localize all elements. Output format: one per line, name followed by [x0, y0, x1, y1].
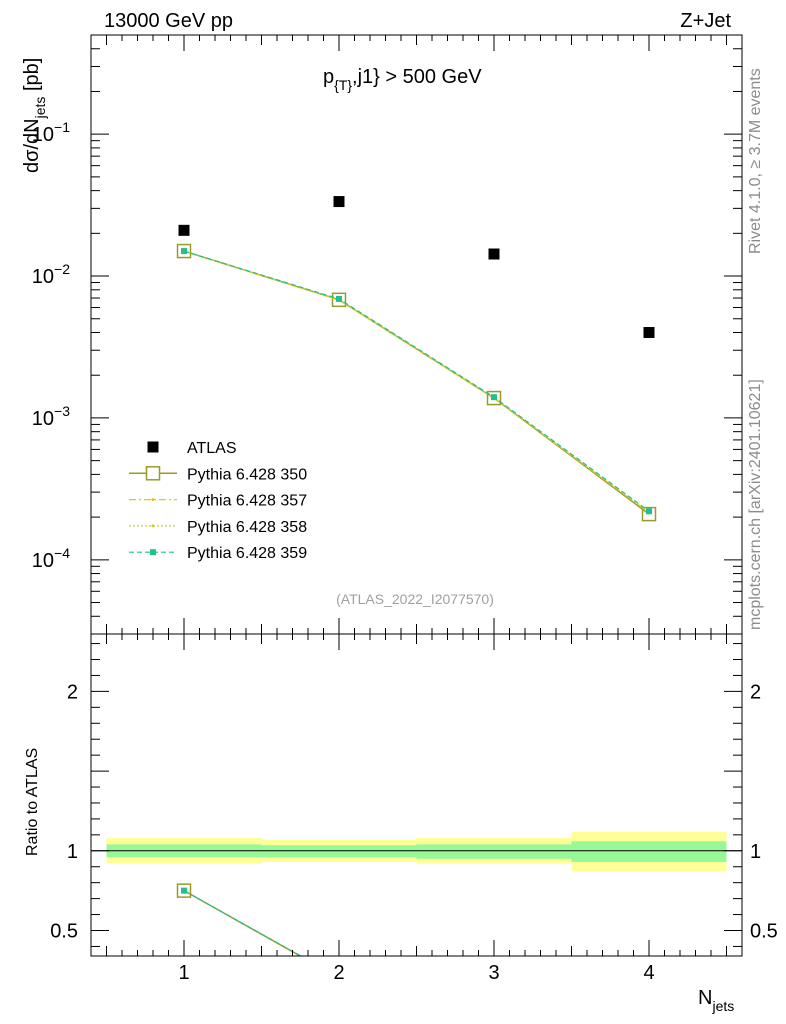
main-series: [176, 196, 657, 522]
header-left: 13000 GeV pp: [104, 10, 233, 32]
main-p359-line: [183, 250, 650, 512]
legend-label-5: Pythia 6.428 359: [187, 545, 307, 562]
legend-label-2: Pythia 6.428 350: [187, 466, 307, 483]
plot-title-main: p: [323, 66, 334, 88]
main-atlas-point-4: [643, 327, 655, 339]
main-p359-marker-4: [646, 508, 652, 515]
legend-label-3: Pythia 6.428 357: [187, 493, 307, 510]
analysis-ref: (ATLAS_2022_I2077570): [336, 591, 494, 607]
x-axis-label-sub: jets: [711, 998, 734, 1014]
ratio-ytick-label-right-1: 0.5: [750, 920, 778, 942]
xtick-label-4: 4: [643, 962, 654, 984]
x-axis-label: Njets: [698, 987, 734, 1014]
legend-p358-marker: [151, 524, 155, 528]
legend-p350-marker: [145, 466, 161, 481]
main-ytick-label-2: 10−2: [32, 261, 70, 288]
main-ylabel-main: dσ/dN: [21, 118, 43, 173]
xtick-label-2: 2: [333, 962, 344, 984]
main-p359-marker-2: [336, 295, 342, 302]
main-atlas-point-3: [488, 248, 500, 260]
ratio-ytick-label-left-2: 1: [67, 841, 78, 863]
ratio-ytick-label-left-3: 2: [67, 681, 78, 703]
ratio-p359-line: [183, 890, 303, 956]
band-inner-3: [416, 844, 572, 859]
legend-atlas-marker: [147, 441, 159, 453]
plot-title-sub: {T}: [334, 77, 352, 93]
ratio-ytick-label-right-3: 2: [750, 681, 761, 703]
ratio-p359-marker-1: [181, 887, 187, 894]
main-ylabel: dσ/dNjets [pb]: [21, 58, 48, 173]
main-p350-marker-2: [331, 292, 347, 308]
xtick-label-3: 3: [488, 962, 499, 984]
main-atlas-point-2: [333, 196, 345, 208]
main-p350-marker-3: [486, 390, 502, 406]
main-atlas-point-1: [178, 224, 190, 236]
ratio-series: [176, 883, 303, 956]
xtick-label-1: 1: [178, 962, 189, 984]
main-ylabel-unit: [pb]: [21, 58, 43, 97]
legend-p359-marker: [150, 549, 156, 556]
plot-title: p{T},j1} > 500 GeV: [323, 66, 482, 93]
header-right: Z+Jet: [680, 10, 731, 32]
ratio-bands: [106, 831, 727, 872]
main-p359-marker-3: [491, 394, 497, 401]
main-ylabel-sub: jets: [32, 97, 48, 120]
legend-label-4: Pythia 6.428 358: [187, 519, 307, 536]
ratio-p350-marker-1: [176, 883, 192, 898]
main-ytick-label-1: 10−1: [32, 119, 70, 146]
rivet-label: Rivet 4.1.0, ≥ 3.7M events: [747, 68, 764, 254]
tick-labels: 10−1 10−2 10−3 10−4 0.5 0.5 1 1 2 2 1 2 3 4: [32, 119, 778, 984]
ratio-ytick-label-left-1: 0.5: [50, 920, 78, 942]
ratio-ytick-label-right-2: 1: [750, 841, 761, 863]
main-p350-marker-1: [176, 243, 192, 259]
legend-label-1: ATLAS: [187, 440, 237, 457]
mcplots-label: mcplots.cern.ch [arXiv:2401.10621]: [747, 379, 764, 630]
legend-p357-marker: [151, 498, 155, 502]
plot-title-rest: ,j1} > 500 GeV: [352, 66, 482, 88]
main-ytick-label-4: 10−4: [32, 545, 70, 572]
legend: ATLAS Pythia 6.428 350 Pythia 6.428 357 Pyt…: [129, 440, 307, 562]
main-ytick-label-3: 10−3: [32, 403, 70, 430]
ratio-frame: [90, 633, 743, 957]
axes: [90, 34, 743, 957]
band-inner-4: [571, 841, 727, 862]
x-axis-label-main: N: [698, 987, 712, 1009]
main-p350-marker-4: [641, 506, 657, 522]
ratio-ylabel: Ratio to ATLAS: [24, 748, 41, 856]
main-p359-marker-1: [181, 248, 187, 255]
